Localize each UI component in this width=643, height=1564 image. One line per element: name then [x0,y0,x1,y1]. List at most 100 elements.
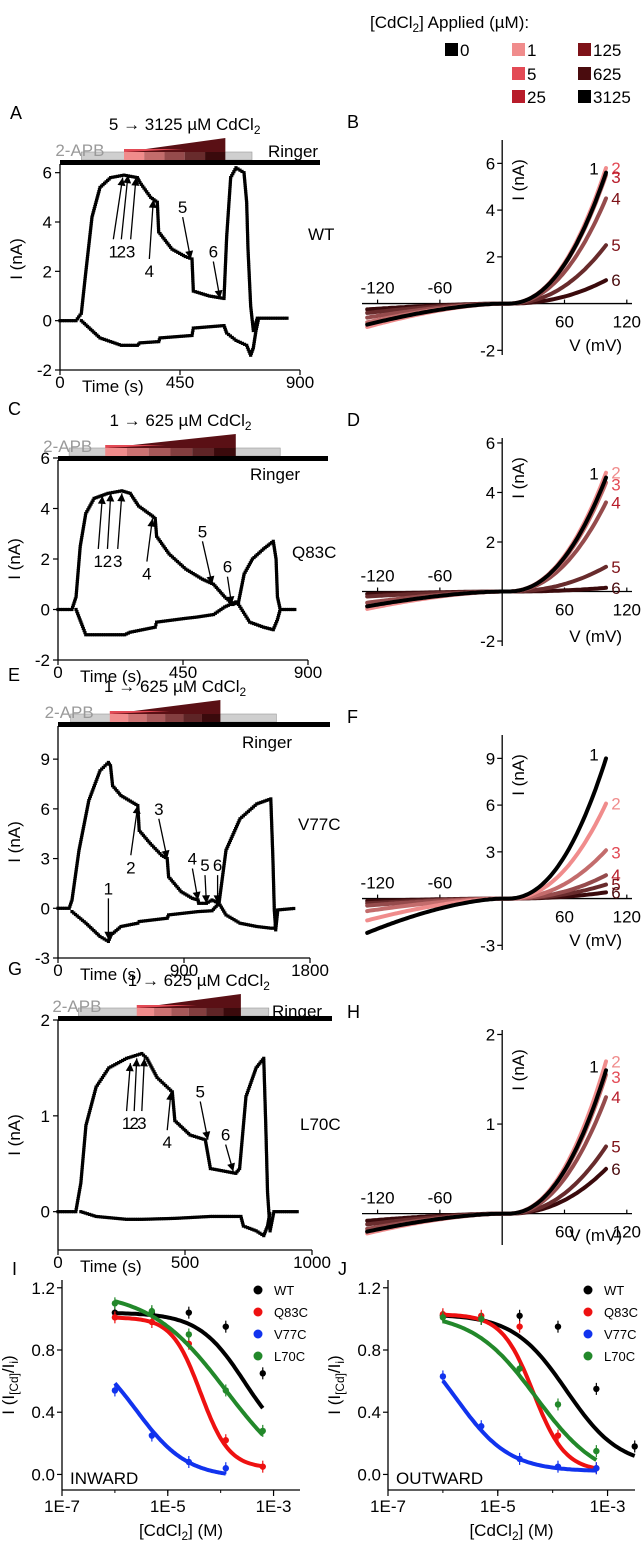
trace-point [136,815,141,819]
trace-point [145,510,149,514]
data-point-V77C [111,1387,119,1394]
trace-point [137,828,141,832]
trace-point [79,840,83,844]
trace-point [273,624,277,628]
trace-point [253,324,257,329]
data-point-V77C [185,1458,193,1466]
data-point-V77C [593,1465,600,1472]
trace-point [272,910,277,914]
trace-point [264,1136,268,1141]
trace-point [238,1166,242,1171]
trace-point [163,916,167,921]
trace-point [206,1156,211,1160]
trace-point [152,340,157,344]
trace-point [94,1085,98,1089]
trace-point [227,195,231,199]
x-axis-title: V (mV) [569,1226,622,1245]
trace-point [243,179,247,183]
trace-point [224,848,228,852]
cd-segment [109,714,129,722]
trace-point [194,897,198,902]
trace-point [238,591,242,595]
annotation-label-6: 6 [221,1126,230,1145]
trace-point [249,308,253,312]
trace-point [238,168,242,172]
trace-point [99,1077,103,1082]
trace-point [78,313,82,317]
ringer-bar [60,160,320,165]
trace-point [227,204,231,208]
trace-point [264,1141,268,1145]
trace-point [263,546,267,550]
mutant-label: V77C [298,815,341,834]
trace-point [266,1206,271,1210]
trace-point [283,907,287,911]
trace-point [275,577,279,581]
trace-point [166,868,170,872]
trace-point [70,607,74,612]
x-tick-label: 60 [555,1223,574,1242]
trace-point [253,337,257,341]
trace-point [197,1136,201,1140]
trace-point [245,211,249,216]
trace-point [263,1091,267,1095]
x-tick-label: -60 [428,279,453,298]
trace-point [112,633,116,637]
trace-point [159,619,163,624]
trace-point [172,1105,176,1109]
trace-point [160,1080,164,1084]
trace-point [265,544,269,548]
trace-point [248,293,252,297]
trace-point [84,814,88,818]
annotation-arrowhead [213,895,222,904]
trace-point [187,569,192,573]
trace-point [74,1210,78,1214]
y-tick-label: 4 [43,213,52,232]
trace-point [282,607,286,612]
trace-point [79,837,83,842]
trace-point [149,1217,153,1221]
trace-point [93,1089,97,1093]
annotation-arrowhead [104,931,113,940]
trace-point [229,176,233,180]
trace-point [244,1095,248,1099]
trace-point [240,581,245,585]
y-axis-title-part: /I [0,1364,18,1373]
trace-point [229,1214,234,1219]
trace-point [270,839,274,843]
trace-point [271,859,275,863]
trace-point [274,561,278,566]
x-tick-label: 1E-7 [370,1497,406,1516]
cd-segment [214,448,236,456]
trace-point [128,799,132,803]
trace-point [265,1188,270,1192]
trace-point [114,1216,118,1220]
trace-point [88,1108,92,1113]
x-axis-title: [CdCl2] (M) [469,1521,553,1543]
trace-point [76,853,80,857]
trace-point [86,246,91,250]
trace-point [117,489,122,493]
trace-point [91,1098,95,1102]
trace-point [155,848,159,852]
trace-point [85,261,89,265]
trace-point [75,859,80,863]
trace-point [176,886,180,890]
trace-point [263,1115,268,1119]
trace-point [80,533,84,538]
iv-curve-label-3: 3 [611,168,620,187]
fit-curve-WT [114,1311,265,1410]
trace-point [244,192,248,196]
trace-point [107,1216,111,1220]
trace-point [255,802,259,806]
annotation-label-2: 2 [103,552,112,571]
trace-point [221,872,225,877]
trace-point [223,266,227,270]
trace-point [204,1144,209,1148]
y-tick-label: 6 [486,154,495,173]
panel-letter-G: G [8,959,22,979]
trace-point [265,1226,269,1230]
trace-point [246,564,250,569]
trace-point [146,1217,151,1221]
trace-point [267,1208,271,1213]
